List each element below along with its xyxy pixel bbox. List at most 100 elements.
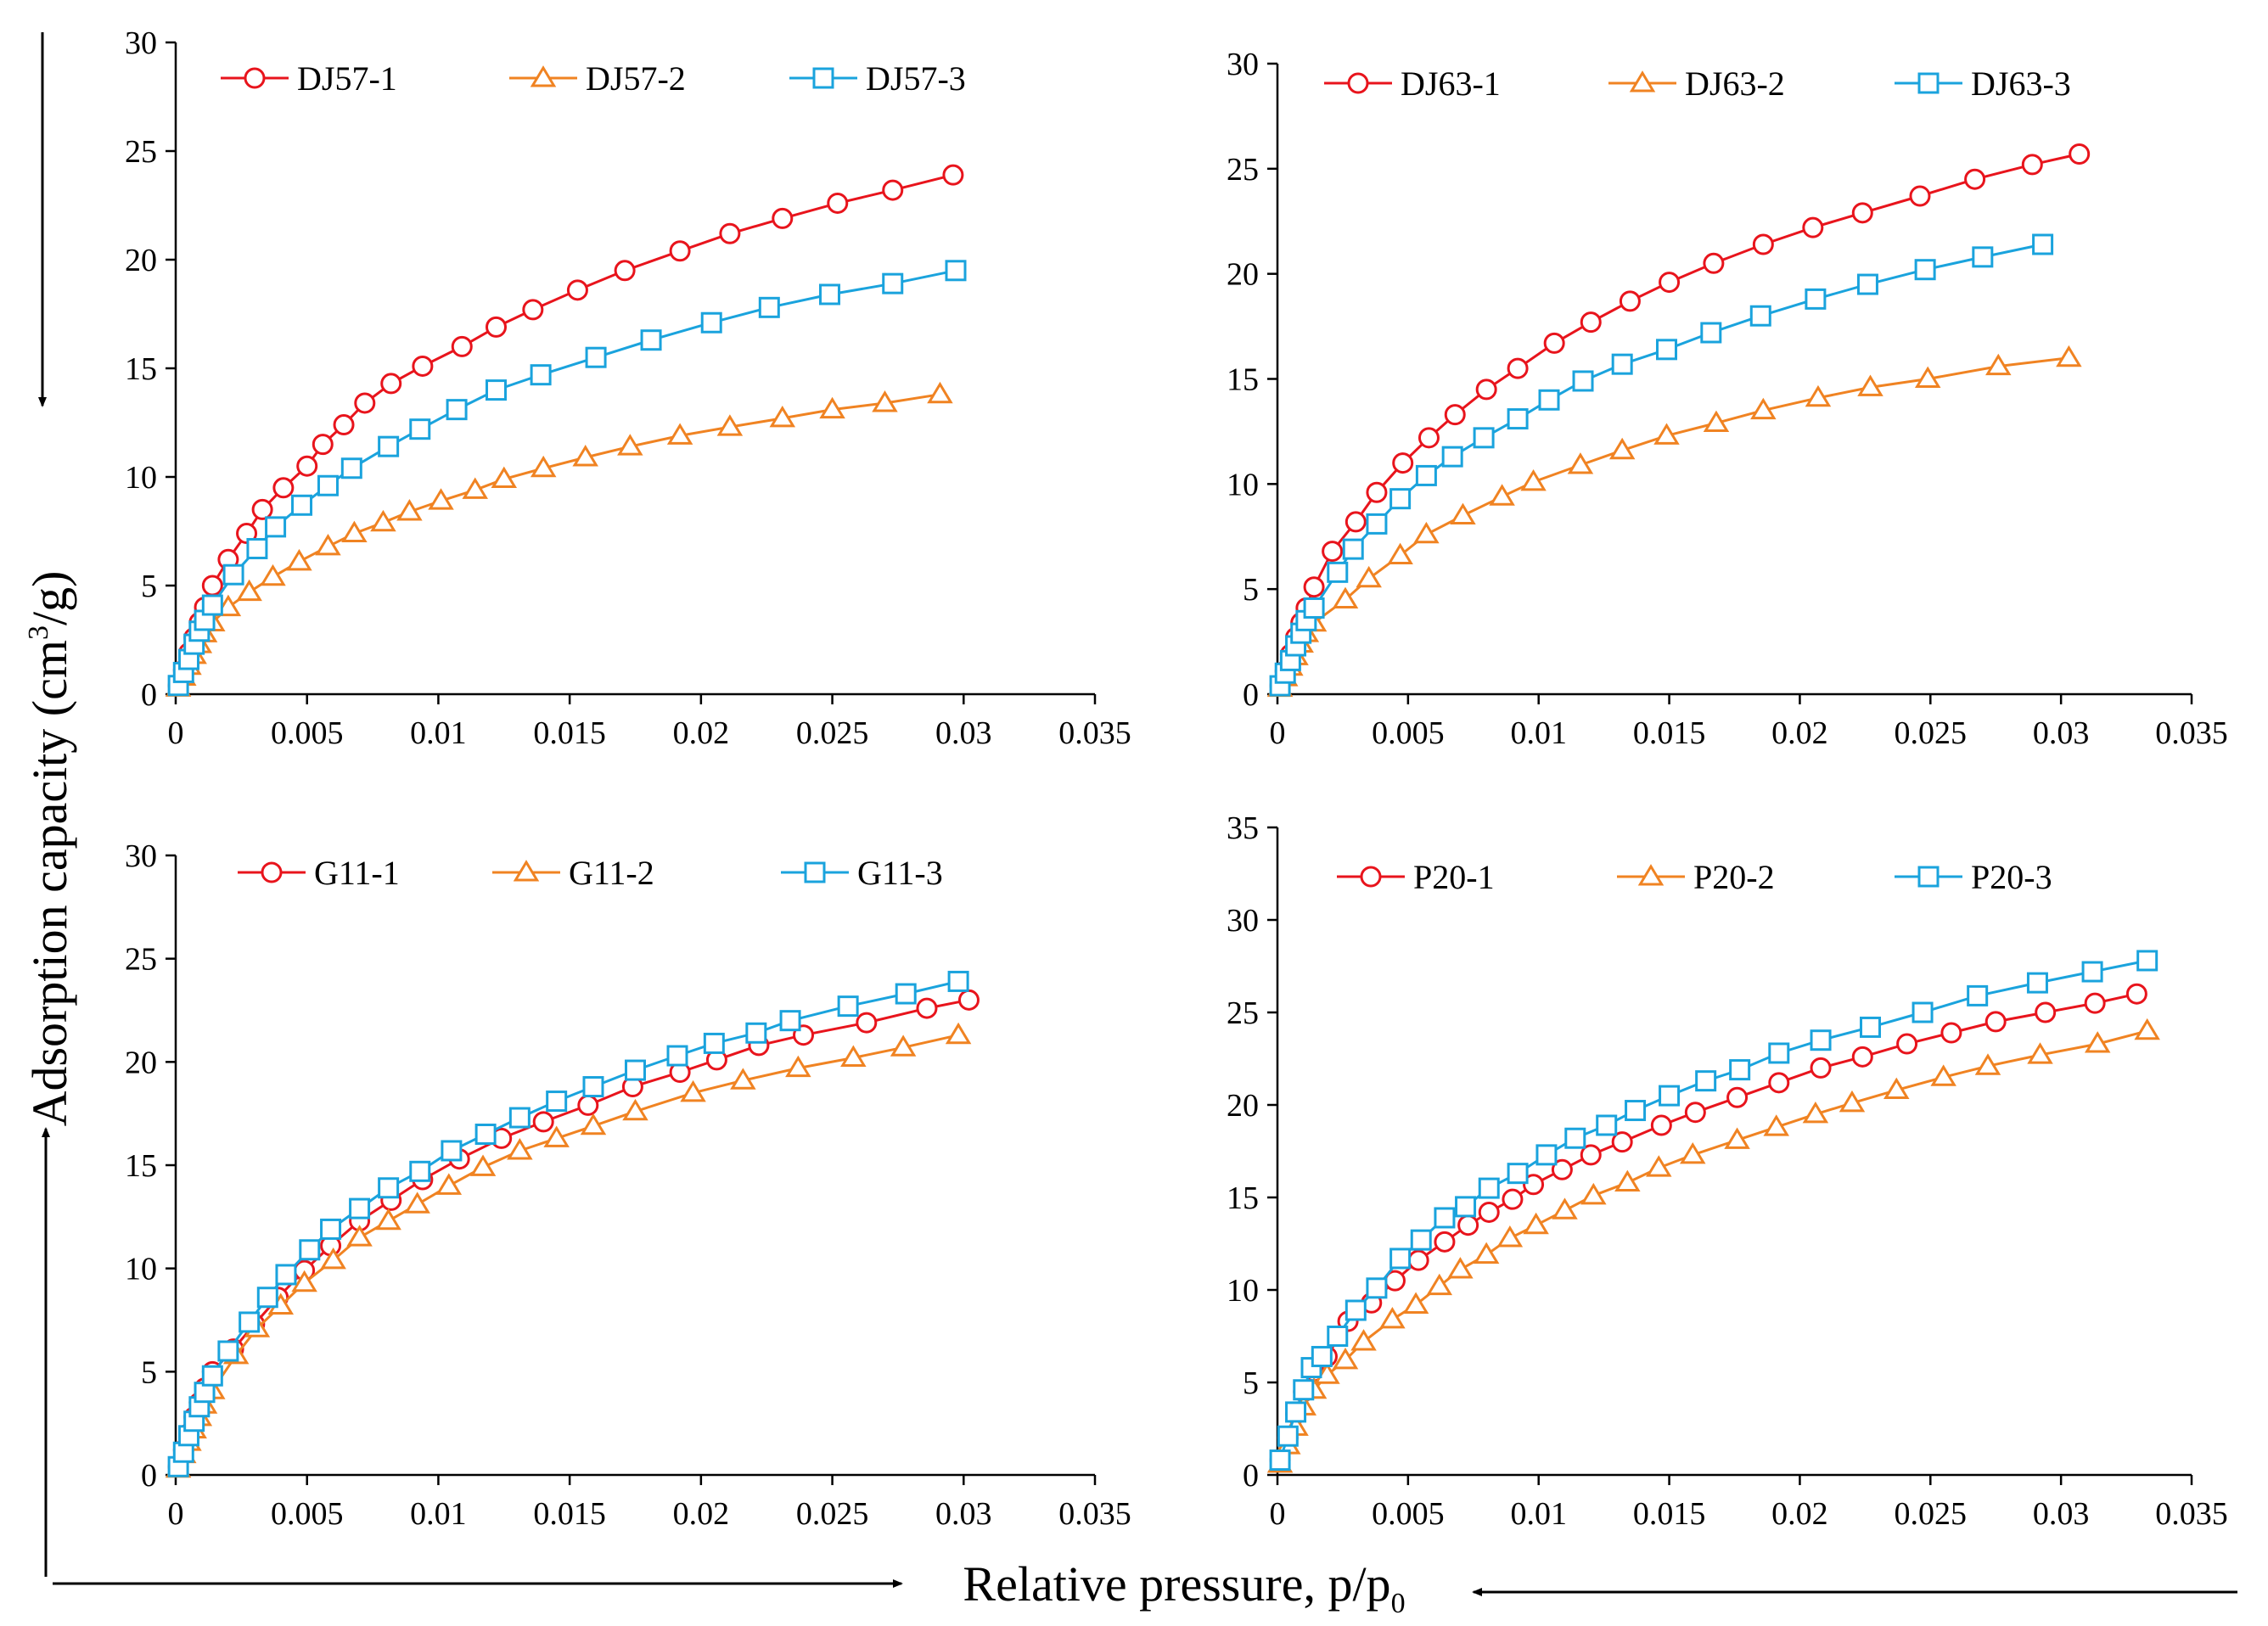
data-point — [1551, 1158, 1573, 1180]
legend-marker — [530, 65, 557, 87]
data-point — [2027, 1042, 2053, 1064]
data-point — [703, 1032, 725, 1054]
x-tick-label: 0.015 — [1633, 1496, 1706, 1532]
data-point — [827, 192, 849, 214]
x-tick-label: 0 — [168, 715, 184, 751]
data-point — [320, 1218, 342, 1240]
data-point — [1964, 168, 1986, 190]
data-point — [1572, 370, 1594, 392]
data-point — [1478, 1201, 1500, 1223]
legend-marker — [1360, 866, 1382, 888]
data-point — [582, 1076, 604, 1098]
data-point — [1502, 1188, 1524, 1210]
data-point — [2069, 143, 2091, 165]
legend-entry-DJ63-2: DJ63-2 — [1608, 64, 1785, 103]
data-point — [1611, 1131, 1633, 1153]
data-point — [1450, 502, 1476, 524]
data-point — [1659, 1085, 1681, 1107]
x-tick-label: 0.005 — [1372, 715, 1445, 751]
data-point — [1415, 464, 1437, 486]
data-point — [1366, 513, 1388, 535]
data-point — [222, 563, 244, 586]
data-point — [1912, 1001, 1934, 1023]
legend-entry-G11-3: G11-3 — [781, 854, 943, 892]
data-point — [1860, 1016, 1882, 1038]
data-point — [1564, 1127, 1586, 1149]
data-point — [239, 1311, 261, 1333]
data-point — [1478, 1177, 1500, 1199]
data-point — [945, 1022, 972, 1045]
x-tick-label: 0.02 — [673, 715, 730, 751]
data-point — [1311, 1345, 1333, 1367]
data-point — [317, 474, 339, 496]
data-point — [286, 548, 312, 571]
data-point — [1851, 1046, 1873, 1068]
legend-marker — [804, 861, 826, 883]
legend-marker — [812, 67, 834, 89]
data-point — [2134, 1018, 2160, 1040]
data-point — [1426, 1273, 1453, 1296]
data-point — [890, 1034, 917, 1057]
legend-entry-DJ63-1: DJ63-1 — [1324, 64, 1501, 103]
data-point — [1538, 389, 1560, 411]
data-point — [1810, 1029, 1832, 1051]
legend-entry-P20-3: P20-3 — [1895, 858, 2052, 896]
series-P20-3 — [1269, 950, 2159, 1472]
data-point — [1303, 576, 1325, 598]
y-axis-shared-label: Adsorption capacity (cm3/g) — [22, 571, 77, 1127]
data-point — [1974, 1053, 2001, 1075]
y-tick-label: 30 — [1227, 47, 1259, 82]
data-point — [566, 279, 588, 301]
series-G11-2 — [165, 1022, 972, 1478]
data-point — [491, 466, 518, 489]
legend-entry-G11-2: G11-2 — [492, 854, 654, 892]
series-line — [1278, 153, 2080, 687]
data-point — [543, 1125, 570, 1147]
data-point — [1356, 565, 1382, 588]
data-point — [872, 390, 898, 412]
legend-marker — [261, 861, 283, 883]
data-point — [1489, 484, 1515, 506]
legend-marker — [1629, 70, 1656, 93]
data-point — [1507, 1163, 1529, 1185]
data-point — [236, 579, 262, 602]
legend-label: G11-1 — [314, 854, 400, 892]
data-point — [680, 1079, 706, 1102]
x-tick-label: 0 — [1270, 1496, 1286, 1532]
data-point — [1810, 1057, 1832, 1079]
data-point — [275, 1264, 297, 1286]
data-point — [1883, 1077, 1910, 1100]
data-point — [1580, 1182, 1607, 1205]
data-point — [1345, 511, 1367, 533]
data-point — [1768, 1042, 1790, 1064]
data-point — [340, 457, 362, 479]
data-point — [446, 399, 468, 421]
data-point — [1802, 216, 1824, 238]
legend-entry-G11-1: G11-1 — [238, 854, 400, 892]
y-tick-label: 20 — [1227, 257, 1259, 293]
y-tick-label: 25 — [1227, 152, 1259, 188]
data-point — [1407, 1249, 1429, 1271]
data-point — [1695, 1070, 1717, 1092]
data-point — [474, 1124, 497, 1145]
legend-label: DJ63-1 — [1401, 64, 1501, 103]
data-point — [346, 1225, 373, 1247]
data-point — [291, 494, 313, 516]
data-point — [785, 1055, 811, 1078]
legend-entry-P20-1: P20-1 — [1337, 858, 1495, 896]
data-point — [370, 509, 396, 532]
data-point — [201, 594, 223, 616]
x-tick-label: 0.035 — [2155, 1496, 2228, 1532]
data-point — [1455, 1196, 1477, 1218]
data-point — [375, 1208, 401, 1231]
data-point — [669, 240, 691, 262]
x-tick-label: 0.025 — [1895, 1496, 1968, 1532]
data-point — [1653, 423, 1680, 445]
data-point — [265, 516, 287, 538]
data-point — [1684, 1102, 1706, 1124]
legend-marker — [1347, 72, 1369, 94]
data-point — [1418, 427, 1440, 449]
data-point — [409, 418, 431, 440]
data-point — [1972, 246, 1994, 268]
legend-entry-DJ57-1: DJ57-1 — [221, 59, 397, 98]
